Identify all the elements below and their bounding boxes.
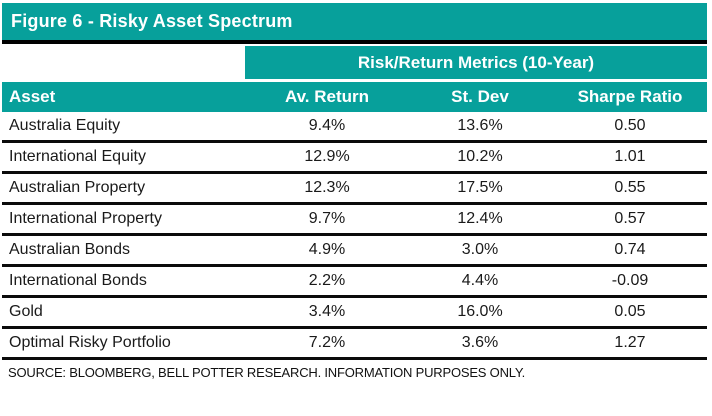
asset-cell: International Property [9, 210, 162, 227]
av-return-cell: 9.4% [308, 117, 346, 134]
av-return-cell: 4.9% [308, 241, 346, 258]
column-header-row: Asset Av. Return St. Dev Sharpe Ratio [2, 82, 707, 112]
asset-cell: Australian Property [9, 179, 146, 196]
asset-cell: Gold [9, 303, 43, 320]
sharpe-cell: -0.09 [611, 272, 649, 289]
asset-cell: Optimal Risky Portfolio [9, 334, 171, 351]
st-dev-cell: 10.2% [457, 148, 503, 165]
st-dev-cell: 17.5% [457, 179, 503, 196]
table-row: International Bonds 2.2% 4.4% -0.09 [2, 267, 707, 298]
table-row: Gold 3.4% 16.0% 0.05 [2, 298, 707, 329]
metrics-band-row: Risk/Return Metrics (10-Year) [2, 46, 707, 79]
sharpe-cell: 0.55 [614, 179, 646, 196]
figure-title-bar: Figure 6 - Risky Asset Spectrum [2, 3, 707, 40]
metrics-band: Risk/Return Metrics (10-Year) [245, 46, 707, 79]
av-return-cell: 7.2% [308, 334, 346, 351]
st-dev-cell: 13.6% [457, 117, 503, 134]
av-return-cell: 12.9% [304, 148, 350, 165]
source-note: SOURCE: BLOOMBERG, BELL POTTER RESEARCH.… [8, 365, 526, 380]
table-row: International Property 9.7% 12.4% 0.57 [2, 205, 707, 236]
av-return-cell: 12.3% [304, 179, 350, 196]
av-return-cell: 9.7% [308, 210, 346, 227]
table-row: Optimal Risky Portfolio 7.2% 3.6% 1.27 [2, 329, 707, 360]
sharpe-cell: 0.50 [614, 117, 646, 134]
sharpe-cell: 1.01 [614, 148, 646, 165]
table-row: International Equity 12.9% 10.2% 1.01 [2, 143, 707, 174]
st-dev-cell: 4.4% [461, 272, 499, 289]
table-row: Australian Bonds 4.9% 3.0% 0.74 [2, 236, 707, 267]
column-header-av-return: Av. Return [284, 87, 370, 106]
st-dev-cell: 3.6% [461, 334, 499, 351]
column-header-st-dev: St. Dev [451, 87, 509, 106]
asset-cell: Australia Equity [9, 117, 121, 134]
sharpe-cell: 0.74 [614, 241, 646, 258]
table-row: Australia Equity 9.4% 13.6% 0.50 [2, 112, 707, 143]
metrics-band-spacer [2, 46, 245, 79]
sharpe-cell: 0.05 [614, 303, 646, 320]
column-header-asset: Asset [9, 87, 56, 106]
av-return-cell: 3.4% [308, 303, 346, 320]
av-return-cell: 2.2% [308, 272, 346, 289]
st-dev-cell: 16.0% [457, 303, 503, 320]
metrics-band-label: Risk/Return Metrics (10-Year) [357, 52, 595, 72]
st-dev-cell: 3.0% [461, 241, 499, 258]
asset-cell: International Equity [9, 148, 146, 165]
column-header-sharpe-ratio: Sharpe Ratio [577, 87, 683, 106]
figure-title: Figure 6 - Risky Asset Spectrum [11, 11, 293, 31]
table-row: Australian Property 12.3% 17.5% 0.55 [2, 174, 707, 205]
sharpe-cell: 1.27 [614, 334, 646, 351]
title-divider [2, 40, 707, 44]
asset-cell: International Bonds [9, 272, 147, 289]
sharpe-cell: 0.57 [614, 210, 646, 227]
table-body: Australia Equity 9.4% 13.6% 0.50 Internation… [2, 112, 707, 360]
asset-cell: Australian Bonds [9, 241, 130, 258]
st-dev-cell: 12.4% [457, 210, 503, 227]
